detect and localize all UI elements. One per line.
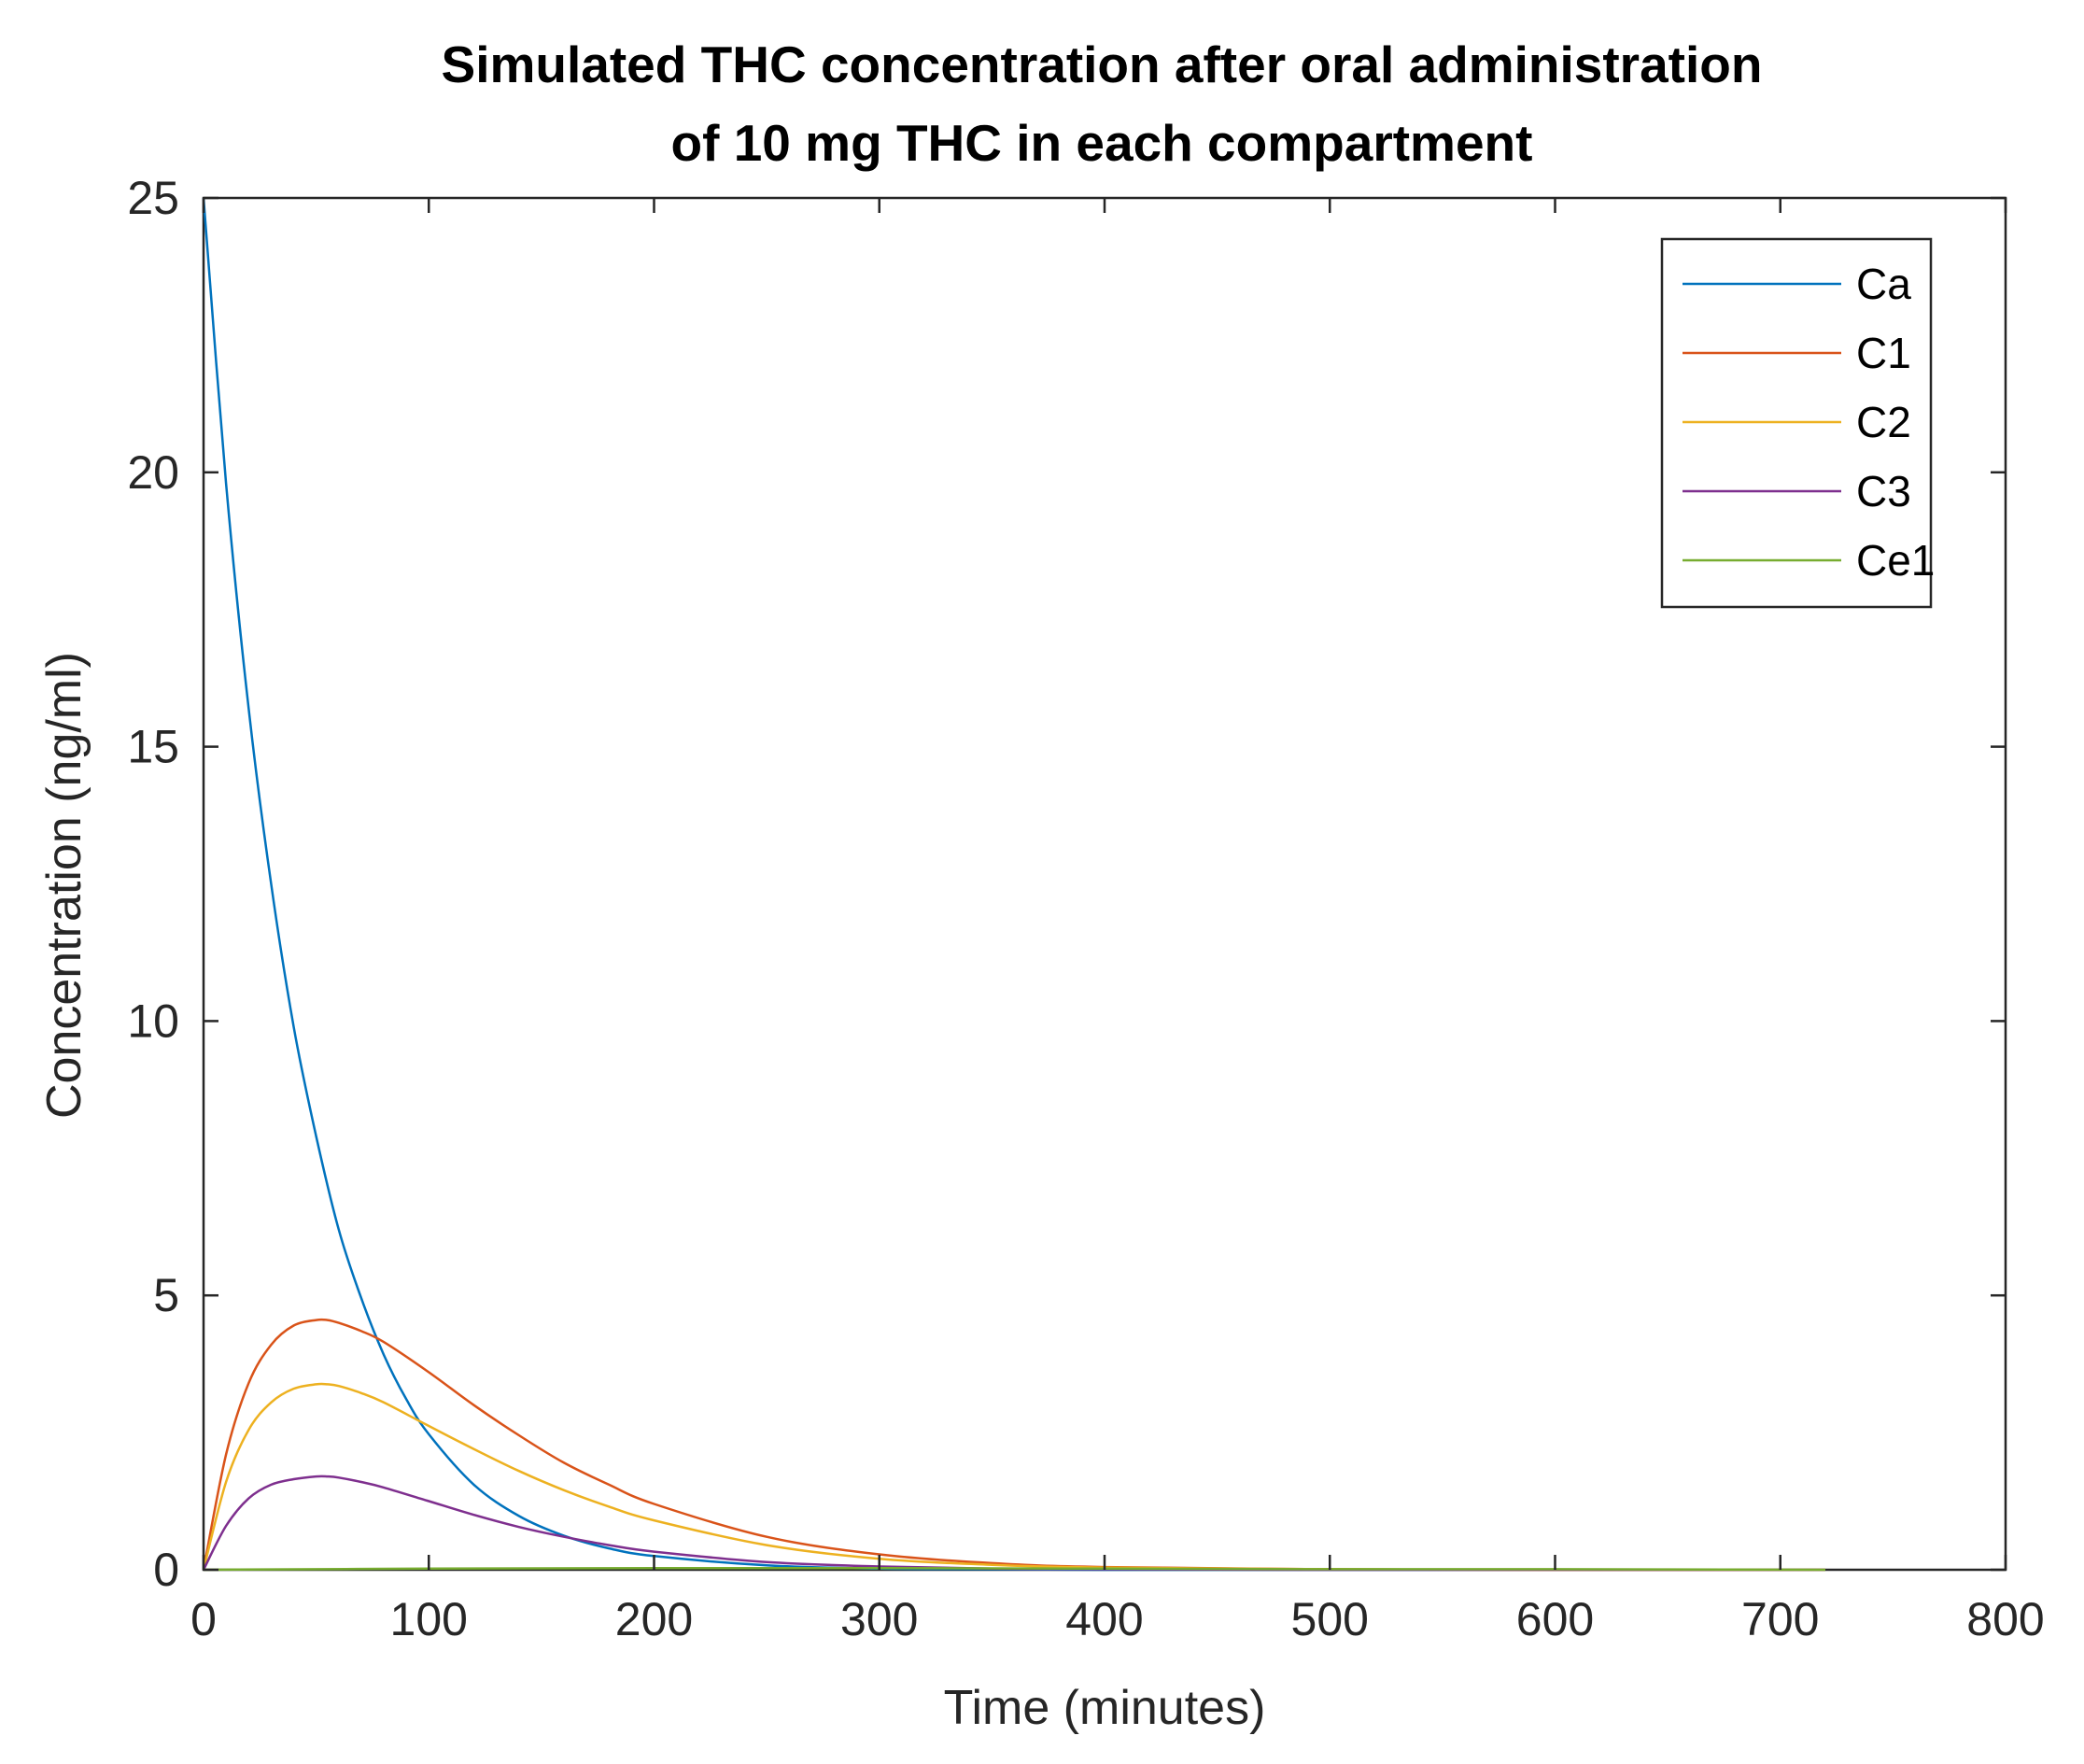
y-axis-label: Concentration (ng/ml) bbox=[37, 652, 92, 1119]
legend-label-c3: C3 bbox=[1856, 467, 1911, 515]
x-tick-label-2: 200 bbox=[615, 1593, 693, 1645]
x-axis-label: Time (minutes) bbox=[944, 1681, 1266, 1735]
legend-label-c1: C1 bbox=[1856, 329, 1911, 377]
series-layer bbox=[202, 197, 1826, 1572]
y-tick-label-3: 15 bbox=[127, 721, 179, 773]
chart-title-line-1: Simulated THC concentration after oral a… bbox=[442, 35, 1763, 93]
x-tick-label-5: 500 bbox=[1291, 1593, 1369, 1645]
y-tick-label-1: 5 bbox=[153, 1269, 179, 1321]
legend-label-ce1: Ce1 bbox=[1856, 536, 1935, 585]
y-tick-label-2: 10 bbox=[127, 995, 179, 1047]
x-tick-label-1: 100 bbox=[390, 1593, 468, 1645]
y-tick-label-0: 0 bbox=[153, 1544, 179, 1596]
y-tick-label-5: 25 bbox=[127, 172, 179, 224]
x-tick-label-3: 300 bbox=[840, 1593, 918, 1645]
legend: Ca C1 C2 C3 Ce1 bbox=[1660, 237, 1935, 609]
series-line-ce1 bbox=[203, 1566, 1826, 1572]
x-tick-label-4: 400 bbox=[1065, 1593, 1143, 1645]
x-tick-label-8: 800 bbox=[1966, 1593, 2044, 1645]
x-tick-label-7: 700 bbox=[1741, 1593, 1819, 1645]
x-tick-label-0: 0 bbox=[190, 1593, 217, 1645]
ticks-layer: 0 100 200 300 400 500 600 700 800 0 5 10 15 20 25 bbox=[127, 172, 2044, 1645]
y-tick-label-4: 20 bbox=[127, 446, 179, 499]
legend-label-c2: C2 bbox=[1856, 398, 1911, 446]
chart-title-line-2: of 10 mg THC in each compartment bbox=[671, 114, 1533, 172]
x-tick-label-6: 600 bbox=[1516, 1593, 1594, 1645]
legend-label-ca: Ca bbox=[1856, 260, 1911, 308]
